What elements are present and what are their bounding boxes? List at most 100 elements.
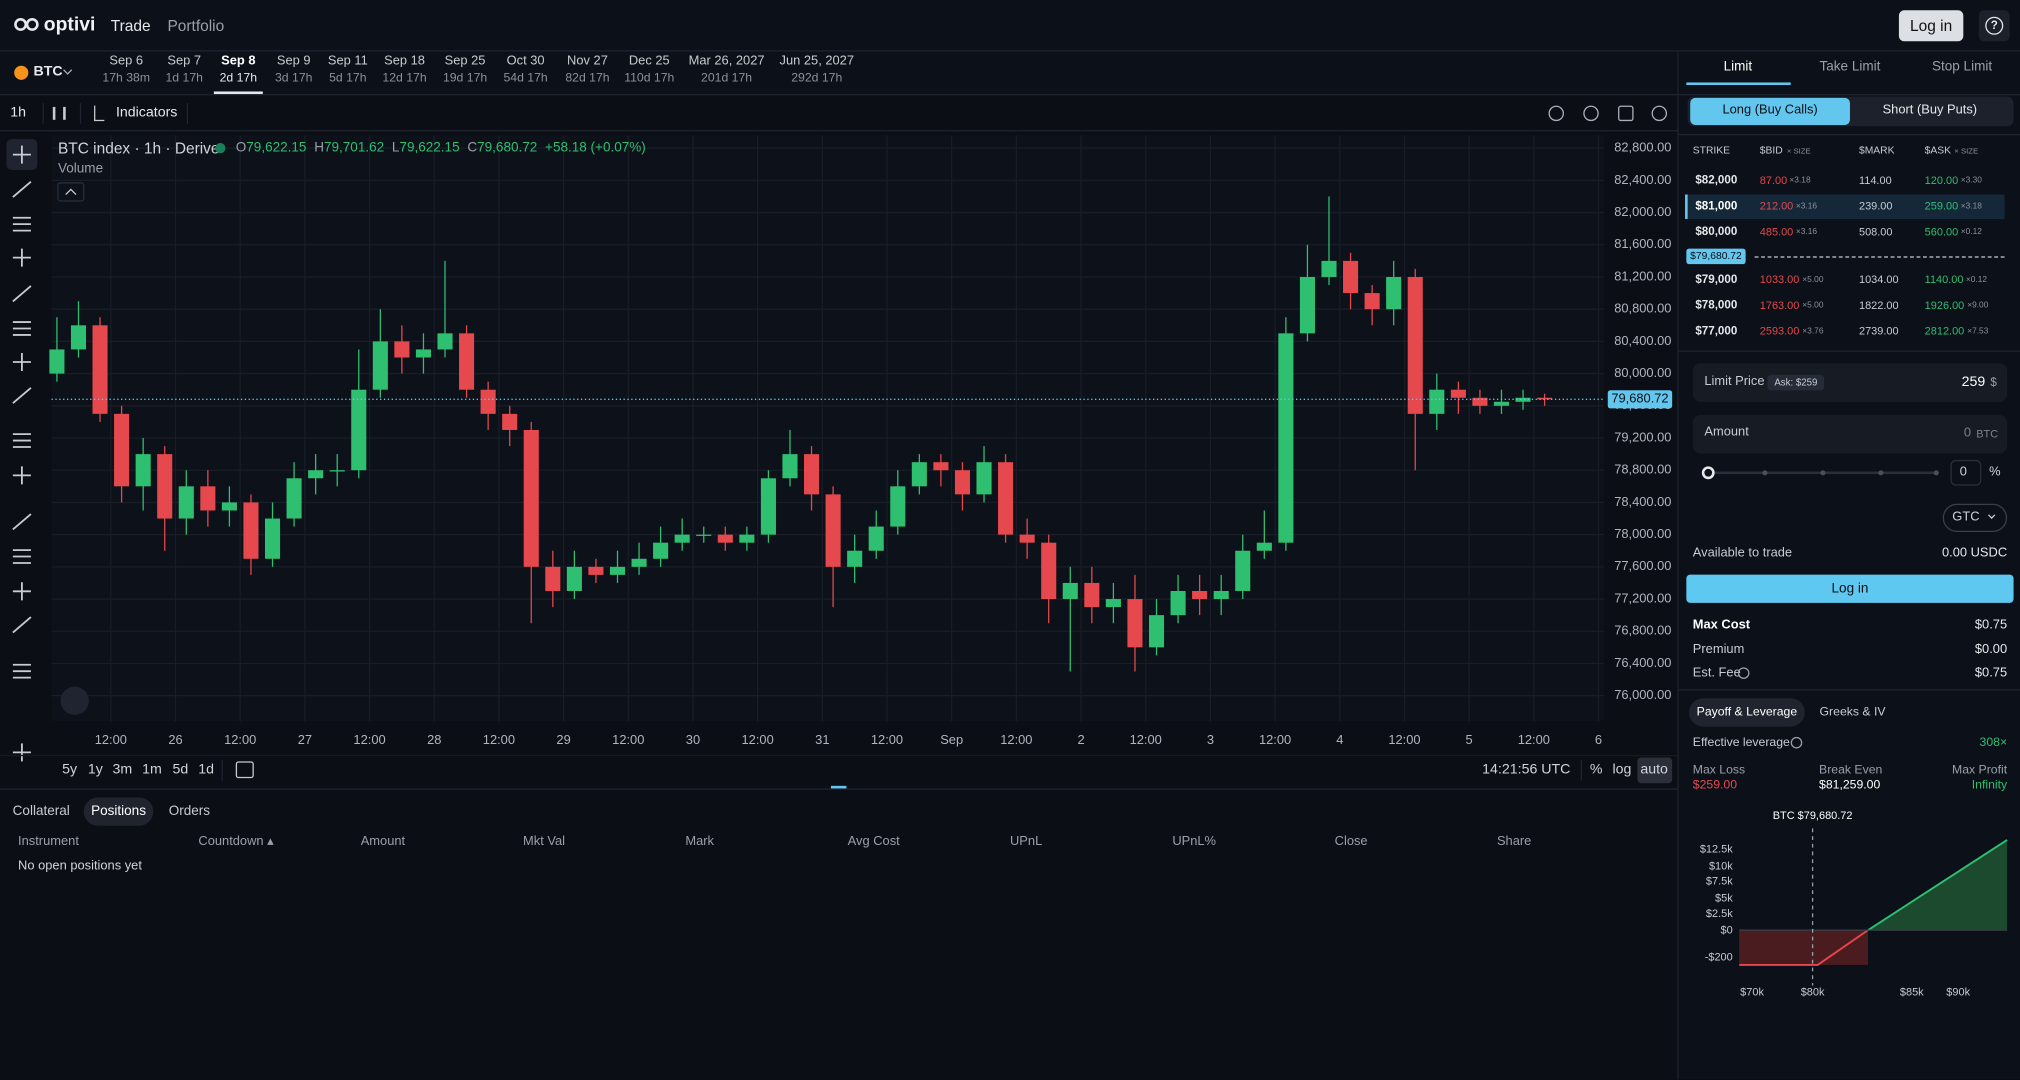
ohlc-value: 79,622.15: [246, 140, 307, 156]
date-range-icon[interactable]: [235, 761, 254, 779]
expiry-date[interactable]: Oct 30: [506, 54, 545, 69]
plot-area: [51, 135, 1604, 722]
range-button[interactable]: 1y: [87, 762, 103, 778]
ohlc-label: O: [235, 140, 247, 156]
order-type-tab[interactable]: Take Limit: [1819, 58, 1881, 75]
submit-button[interactable]: [1686, 574, 2014, 603]
range-button[interactable]: 3m: [112, 762, 133, 778]
expiry-remaining[interactable]: 54d 17h: [503, 71, 548, 86]
positions-tab[interactable]: Positions: [91, 803, 146, 820]
cost-value: $0.75: [1974, 618, 2008, 633]
login-label[interactable]: Log in: [1910, 16, 1953, 35]
scale-option[interactable]: auto: [1640, 762, 1668, 778]
login-button[interactable]: [1898, 10, 1964, 42]
tab-border: [1678, 94, 2020, 96]
ask: 259.00: [1924, 199, 1959, 213]
drawing-tool-icon: [12, 549, 31, 564]
strike: $79,000: [1695, 272, 1738, 286]
expiry-date[interactable]: Sep 11: [327, 54, 368, 69]
amount-input[interactable]: [1692, 414, 2008, 454]
y-tick-label: 76,800.00: [1614, 623, 1671, 638]
positions-tab[interactable]: Collateral: [12, 803, 70, 820]
side-option[interactable]: Long (Buy Calls): [1722, 103, 1818, 118]
expiry-remaining[interactable]: 82d 17h: [565, 71, 610, 86]
interval-button[interactable]: 1h: [10, 104, 27, 121]
asset-selector[interactable]: BTC: [33, 63, 63, 80]
expiry-remaining[interactable]: 19d 17h: [442, 71, 488, 86]
nav-link[interactable]: Trade: [110, 16, 151, 35]
expiry-remaining[interactable]: 12d 17h: [382, 71, 427, 86]
side-active[interactable]: [1690, 97, 1850, 125]
toolbar-icon[interactable]: [1548, 105, 1564, 122]
payoff-chart: [1739, 828, 2008, 986]
analysis-tab-active[interactable]: [1688, 698, 1805, 727]
expiry-remaining[interactable]: 17h 38m: [102, 71, 151, 86]
expiry-remaining[interactable]: 2d 17h: [219, 71, 258, 86]
clock: 14:21:56 UTC: [1482, 762, 1571, 778]
expiry-date[interactable]: Jun 25, 2027: [779, 54, 855, 69]
expiry-date[interactable]: Sep 6: [109, 54, 144, 69]
x-tick-label: 12:00: [353, 732, 385, 747]
candle-body: [1343, 260, 1359, 294]
x-tick-label: 12:00: [1388, 732, 1420, 747]
candle-body: [394, 341, 410, 358]
x-tick-label: 29: [556, 732, 570, 747]
y-tick-label: 77,600.00: [1614, 558, 1671, 573]
range-button[interactable]: 5d: [172, 762, 189, 778]
ask-size: ×9.00: [1967, 301, 1989, 311]
mark: 1822.00: [1858, 298, 1899, 312]
toolbar-icon[interactable]: [1618, 105, 1634, 122]
mark: 114.00: [1858, 173, 1892, 187]
order-type-tab[interactable]: Limit: [1723, 58, 1753, 75]
drawing-tool-icon: [12, 145, 31, 164]
expiry-date[interactable]: Sep 9: [276, 54, 311, 69]
drawing-tool-icon: [12, 616, 32, 634]
order-type-tab[interactable]: Stop Limit: [1931, 58, 1993, 75]
column-header[interactable]: Countdown ▴: [198, 834, 274, 849]
expiry-date[interactable]: Mar 26, 2027: [688, 54, 765, 69]
toolbar-icon[interactable]: [1583, 105, 1599, 122]
expiry-remaining[interactable]: 5d 17h: [329, 71, 367, 86]
nav-link[interactable]: Portfolio: [167, 16, 225, 35]
expiry-remaining[interactable]: 1d 17h: [165, 71, 203, 86]
limit-price-input[interactable]: [1692, 363, 2008, 402]
positions-tab[interactable]: Orders: [168, 803, 211, 820]
expiry-date[interactable]: Sep 18: [384, 54, 425, 69]
index-price: $79,680.72: [1690, 249, 1742, 262]
candle-body: [1235, 550, 1251, 591]
candle-type-icon[interactable]: [52, 106, 66, 120]
expiry-date[interactable]: Sep 8: [221, 54, 256, 69]
scale-option[interactable]: %: [1589, 762, 1603, 778]
ask: 120.00: [1924, 173, 1959, 187]
toolbar-icon[interactable]: [1651, 105, 1668, 122]
analysis-tab[interactable]: Payoff & Leverage: [1696, 705, 1798, 720]
expiry-date[interactable]: Sep 7: [167, 54, 202, 69]
percent-input[interactable]: [1950, 459, 1982, 486]
expiry-remaining[interactable]: 292d 17h: [791, 71, 843, 86]
y-tick-label: 78,000.00: [1614, 526, 1671, 541]
expiry-date[interactable]: Dec 25: [628, 54, 670, 69]
cost-value: $0.00: [1974, 642, 2008, 658]
indicators-button[interactable]: Indicators: [115, 104, 178, 121]
analysis-tab[interactable]: Greeks & IV: [1819, 705, 1886, 720]
ohlc-value: 79,622.15: [399, 140, 460, 156]
slider-thumb[interactable]: [1701, 466, 1715, 480]
expiry-remaining[interactable]: 110d 17h: [624, 71, 675, 86]
expiry-date[interactable]: Nov 27: [567, 54, 608, 69]
expiry-remaining[interactable]: 201d 17h: [701, 71, 753, 86]
range-button[interactable]: 5y: [62, 762, 78, 778]
side-option[interactable]: Short (Buy Puts): [1882, 103, 1978, 118]
expiry-date[interactable]: Sep 25: [444, 54, 486, 69]
ask-size: ×3.30: [1960, 176, 1982, 186]
indicators-icon[interactable]: [94, 105, 105, 122]
range-button[interactable]: 1m: [142, 762, 162, 778]
range-button[interactable]: 1d: [198, 762, 215, 778]
footer-border: [0, 754, 1678, 757]
expiry-remaining[interactable]: 3d 17h: [275, 71, 313, 86]
selected-row[interactable]: [1685, 194, 2005, 220]
tif-select[interactable]: [1942, 503, 2008, 533]
submit-label[interactable]: Log in: [1831, 580, 1869, 597]
leverage-label: Effective leverage: [1692, 735, 1790, 751]
scale-option[interactable]: log: [1612, 762, 1632, 778]
cost-value: $0.75: [1974, 666, 2008, 681]
